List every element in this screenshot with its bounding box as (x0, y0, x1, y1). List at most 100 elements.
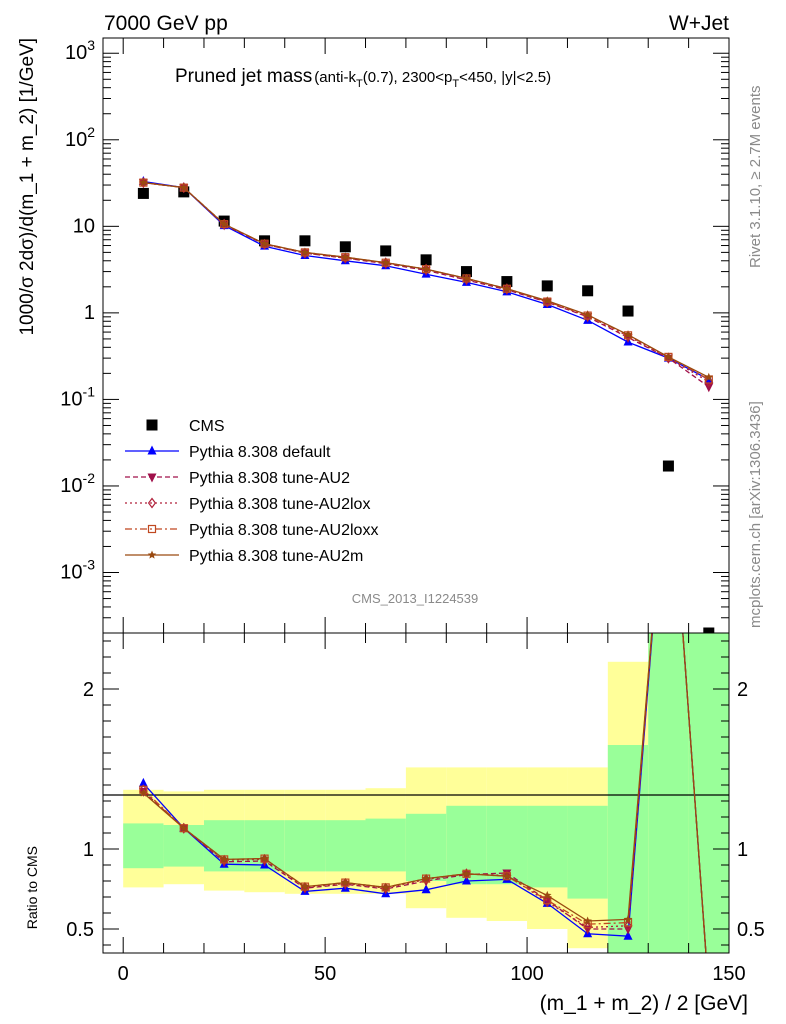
legend-label-au2lox: Pythia 8.308 tune-AU2lox (189, 496, 370, 513)
series-point-au2m (341, 252, 350, 261)
series-point-au2m (543, 296, 552, 305)
series-point-au2m (139, 178, 148, 187)
ratio-y-tick-label-right: 2 (737, 679, 748, 701)
main-panel-series (137, 175, 715, 633)
series-point-au2m (462, 273, 471, 283)
ratio-point-au2m (219, 854, 229, 863)
legend-marker-au2 (147, 473, 157, 483)
ratio-point-default (138, 777, 148, 787)
main-y-tick-label: 103 (65, 37, 95, 64)
analysis-watermark: CMS_2013_I1224539 (352, 591, 479, 606)
ratio-point-default (623, 930, 633, 940)
rivet-version-text: Rivet 3.1.10, ≥ 2.7M events (747, 86, 764, 269)
series-line-au2lox (143, 181, 710, 383)
series-point-au2m (704, 372, 714, 381)
band-green-bin (688, 633, 729, 953)
ratio-point-au2m (421, 874, 431, 883)
series-point-au2m (664, 352, 673, 361)
ratio-point-au2lox (623, 920, 633, 932)
series-point-au2m (260, 239, 269, 248)
series-point-au2 (704, 383, 714, 393)
band-green-bin (527, 805, 568, 888)
series-point-au2m (623, 330, 633, 339)
ratio-panel-series (138, 633, 707, 953)
cms-data-point (339, 241, 351, 253)
cms-data-point (420, 254, 432, 266)
main-y-tick-label: 10-3 (60, 557, 95, 584)
ratio-point-au2m (179, 823, 189, 832)
cms-data-point (541, 280, 553, 292)
plot-title-detail-sub-1: T (356, 78, 363, 90)
band-green-bin (365, 818, 406, 872)
main-y-axis-label: 1000/σ 2dσ)/d(m_1 + m_2) [1/GeV] (17, 38, 38, 336)
main-y-tick-label: 10-1 (60, 383, 95, 410)
plot-title: Pruned jet mass (anti-kT(0.7), 2300<pT<45… (175, 66, 551, 90)
plot-title-detail-1: (anti-k (314, 69, 356, 86)
band-green-bin (567, 805, 608, 899)
legend-marker-au2lox (147, 497, 157, 509)
ratio-point-au2m (502, 871, 512, 880)
ratio-point-au2m (260, 854, 269, 863)
header-left: 7000 GeV pp (104, 12, 228, 35)
legend-label-au2loxx: Pythia 8.308 tune-AU2loxx (189, 522, 378, 539)
ratio-panel-frame (102, 632, 730, 954)
ratio-point-au2lox (583, 921, 592, 933)
band-green-bin (648, 633, 689, 953)
legend-label-au2m: Pythia 8.308 tune-AU2m (189, 548, 363, 565)
cms-data-point (299, 235, 311, 247)
x-tick-label: 0 (118, 963, 129, 985)
series-point-au2m (583, 310, 592, 319)
ratio-point-au2m (341, 878, 350, 887)
series-point-au2m (219, 219, 229, 228)
series-point-au2m (381, 258, 390, 267)
series-line-au2m (143, 181, 710, 378)
series-point-au2m (179, 183, 189, 192)
cms-data-point (380, 245, 392, 257)
x-axis-label: (m_1 + m_2) / 2 [GeV] (540, 992, 748, 1015)
band-green-bin (123, 823, 164, 869)
ratio-y-tick-label-left: 1 (83, 839, 94, 861)
ratio-point-au2m (623, 914, 633, 923)
ratio-point-au2m (462, 869, 471, 878)
axes: 10-3 10-2 10-1 1 10 102 103 0 50 100 150 0.5 0.5 1 1 2 2 (60, 37, 765, 985)
plot-title-detail-2: (0.7), 2300<p (363, 69, 453, 86)
main-y-tick-label: 102 (65, 124, 95, 151)
x-tick-label: 100 (510, 963, 543, 985)
legend-marker-au2loxx (147, 524, 157, 534)
plot-title-detail-sub-2: T (452, 78, 459, 90)
ratio-y-tick-label-left: 2 (83, 679, 94, 701)
legend: CMS Pythia 8.308 default Pythia 8.308 tune… (125, 418, 378, 565)
legend-marker-default (147, 445, 157, 455)
ratio-point-au2m (300, 882, 310, 891)
series-line-au2 (143, 181, 710, 388)
ratio-y-axis-label: Ratio to CMS (24, 846, 40, 929)
legend-label-au2: Pythia 8.308 tune-AU2 (189, 470, 350, 487)
ratio-point-au2m (139, 788, 148, 797)
ratio-point-au2m (381, 882, 390, 891)
series-line-au2loxx (143, 181, 710, 381)
plot-title-detail-3: <450, |y|<2.5) (459, 69, 551, 86)
band-green-bin (325, 820, 366, 872)
band-green-bin (284, 820, 326, 872)
cms-data-point (622, 305, 634, 317)
cms-data-point (582, 285, 594, 297)
ratio-line-au2 (142, 633, 707, 953)
series-line-default (143, 180, 710, 381)
header-right: W+Jet (669, 12, 729, 35)
main-y-tick-label: 1 (84, 302, 95, 324)
ratio-line-au2lox (142, 633, 707, 953)
cms-data-point (703, 627, 715, 633)
ratio-y-tick-label-left: 0.5 (66, 919, 94, 941)
ratio-point-au2 (542, 896, 552, 906)
mcplots-reference-text: mcplots.cern.ch [arXiv:1306.3436] (747, 401, 764, 628)
legend-label-default: Pythia 8.308 default (189, 444, 331, 461)
ratio-point-au2m (583, 916, 592, 925)
cms-data-point (460, 266, 472, 278)
cms-data-point (662, 460, 674, 472)
ratio-y-tick-label-right: 1 (737, 839, 748, 861)
x-tick-label: 50 (314, 963, 336, 985)
plot-title-main: Pruned jet mass (175, 66, 312, 87)
cms-data-point (501, 276, 513, 288)
legend-marker-au2m (147, 550, 157, 559)
